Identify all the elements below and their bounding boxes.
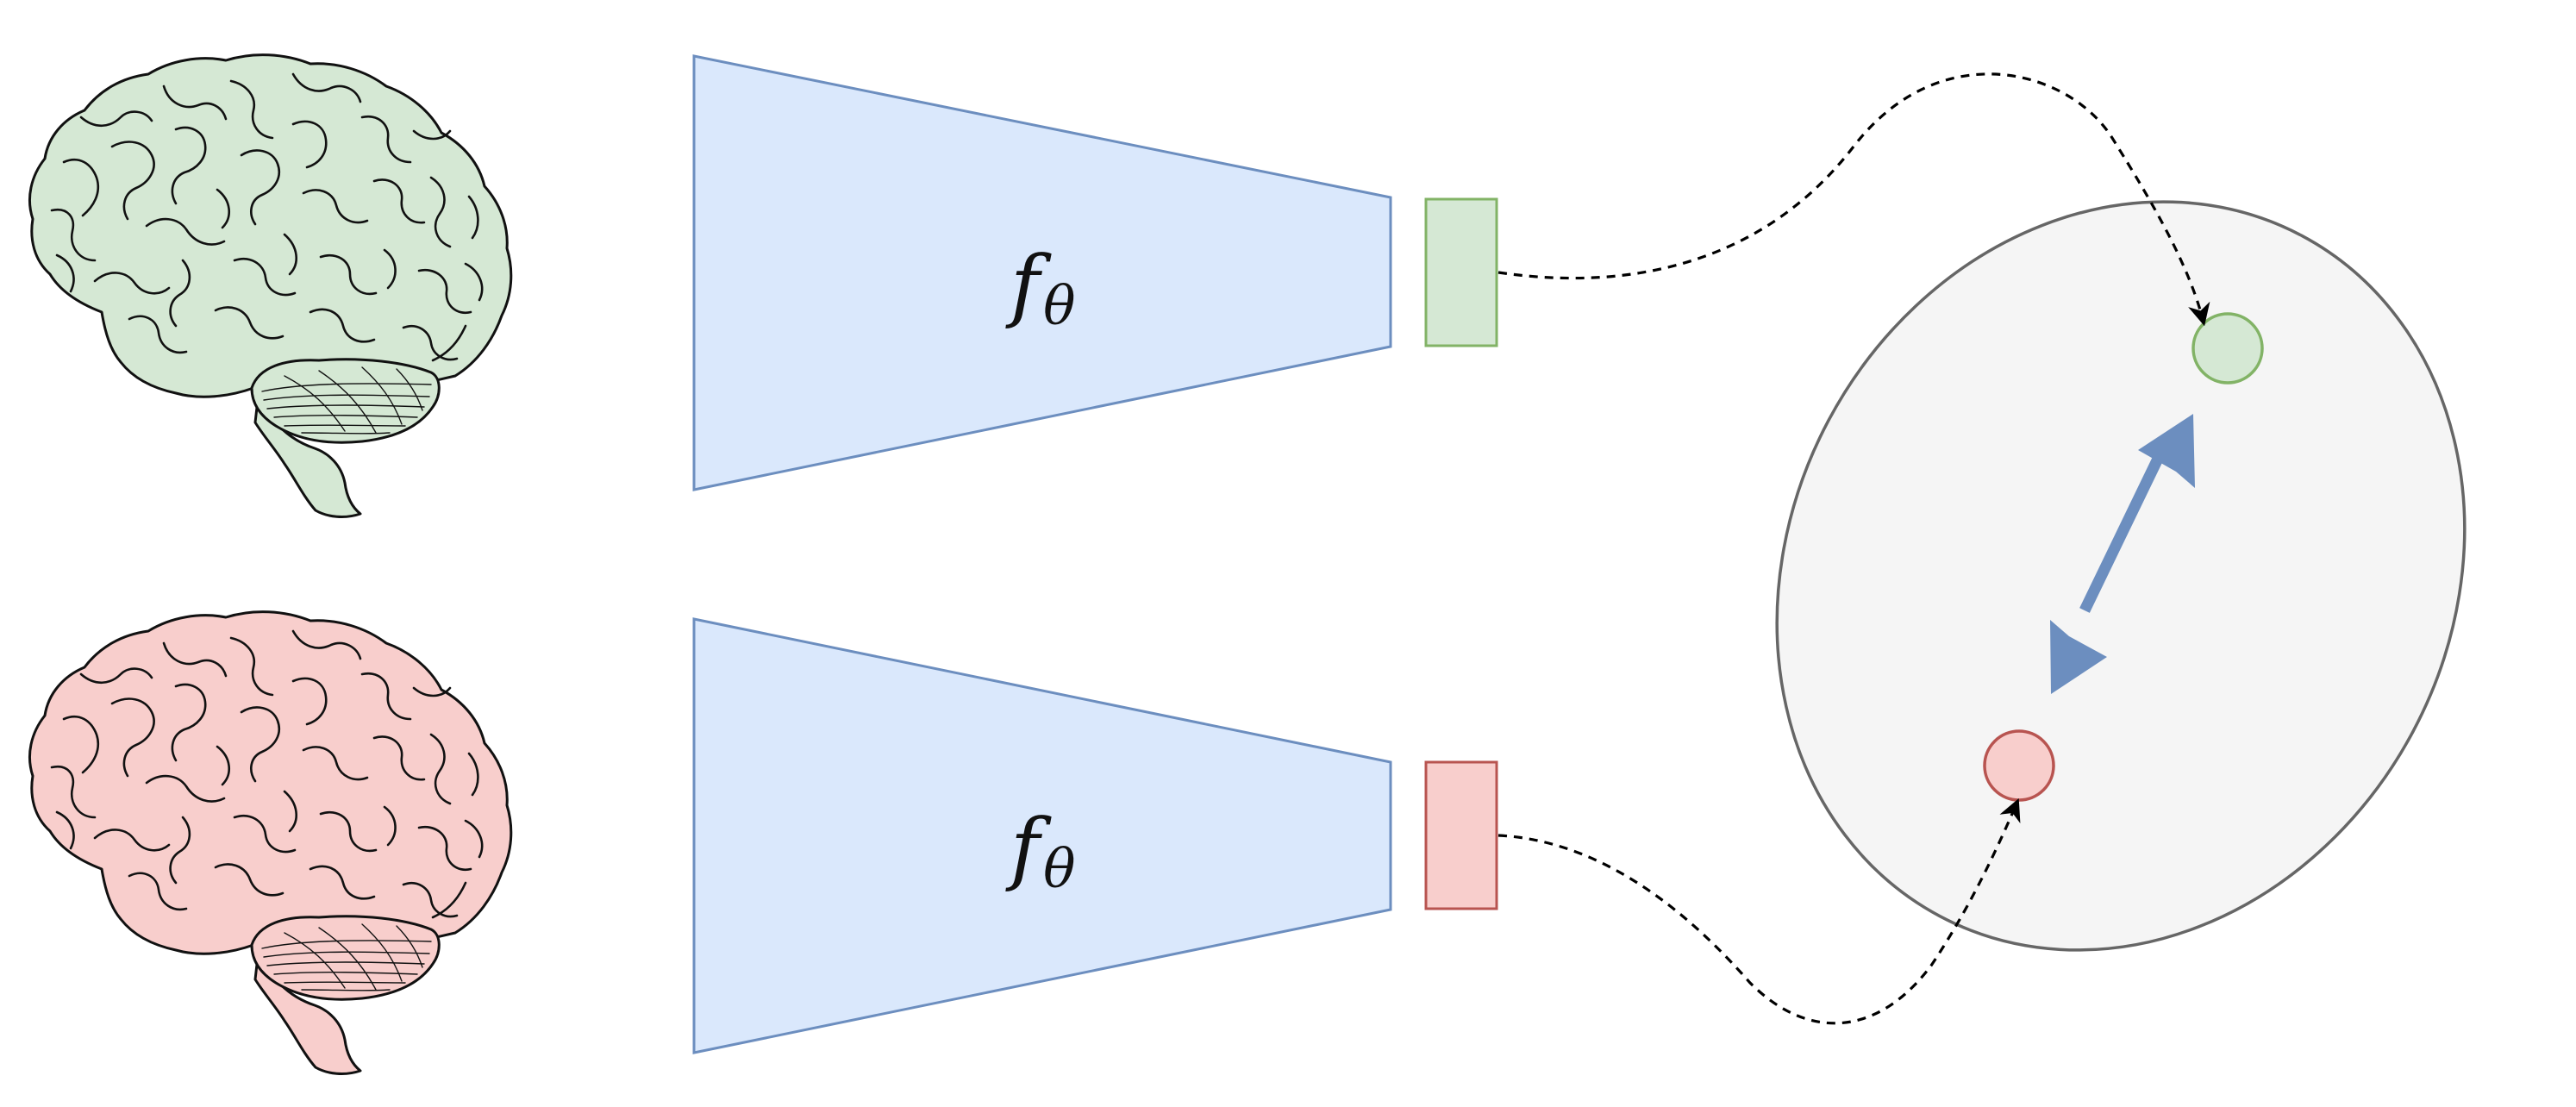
encoder-top-subscript: θ <box>1043 274 1075 337</box>
encoder-top <box>692 54 1392 491</box>
embedding-box-red <box>1424 760 1498 910</box>
embedding-point-red <box>1983 729 2055 802</box>
encoder-bottom-subscript: θ <box>1043 837 1075 900</box>
encoder-bottom-label: fθ <box>1005 802 1075 900</box>
embedding-point-green <box>2191 312 2264 385</box>
distance-arrow-head-top <box>2138 414 2195 488</box>
mapping-arrow-bottom <box>1497 798 2021 1025</box>
distance-arrow-head-bottom <box>2050 620 2107 694</box>
brain-image-bottom <box>28 610 513 1075</box>
distance-arrow <box>2050 414 2195 694</box>
brain-image-top <box>28 53 513 518</box>
encoder-bottom <box>692 617 1392 1054</box>
embedding-space <box>1775 200 2467 952</box>
embedding-box-green <box>1424 197 1498 347</box>
